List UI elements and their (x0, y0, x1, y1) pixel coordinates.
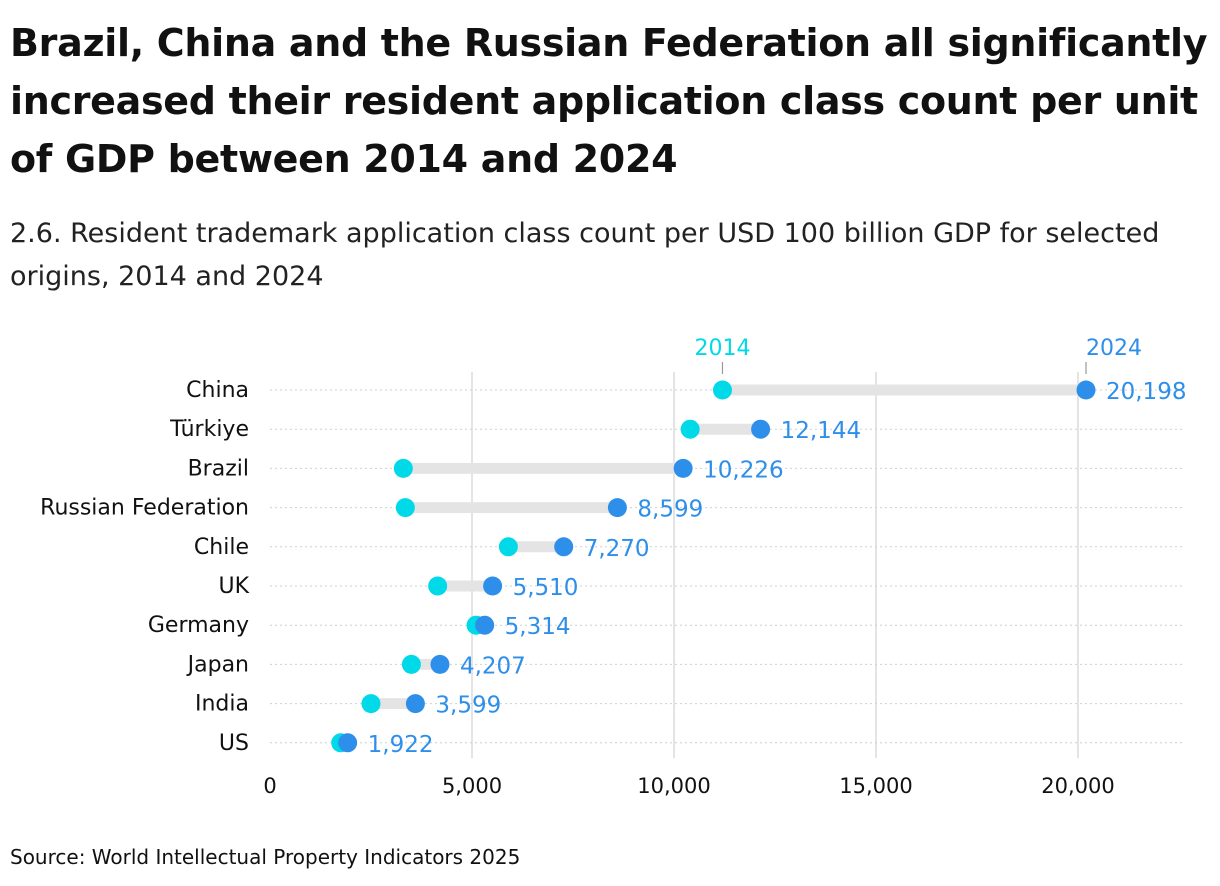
dot-2024 (751, 419, 771, 439)
category-label: China (186, 378, 249, 403)
dot-2014 (712, 380, 732, 400)
value-label: 4,207 (460, 653, 526, 679)
x-tick-label: 5,000 (442, 774, 502, 798)
value-label: 5,314 (505, 614, 571, 640)
value-label: 5,510 (513, 575, 579, 601)
dot-2014 (395, 498, 415, 518)
dot-2014 (401, 654, 421, 674)
value-label: 10,226 (703, 457, 783, 483)
category-label: Brazil (188, 456, 249, 481)
chart-title: Brazil, China and the Russian Federation… (10, 21, 1208, 181)
source-note: Source: World Intellectual Property Indi… (10, 845, 521, 869)
value-label: 8,599 (637, 497, 703, 523)
x-tick-label: 20,000 (1041, 774, 1114, 798)
dot-2014 (680, 419, 700, 439)
dot-2024 (607, 498, 627, 518)
value-label: 3,599 (435, 693, 501, 719)
chart-subtitle: 2.6. Resident trademark application clas… (10, 218, 1160, 292)
dot-layer (331, 380, 1096, 753)
value-label: 1,922 (368, 732, 434, 758)
category-label: US (219, 731, 249, 756)
dot-2014 (428, 576, 448, 596)
legend-label-2014: 2014 (694, 336, 750, 361)
label-layer: 0 5,000 10,000 15,000 20,000 China 20,198 Türki… (40, 336, 1186, 798)
category-label: Chile (194, 535, 249, 560)
dot-2024 (1076, 380, 1096, 400)
category-label: UK (218, 574, 249, 599)
dot-2024 (430, 654, 450, 674)
category-label: Russian Federation (40, 496, 249, 521)
x-tick-label: 0 (263, 774, 276, 798)
dot-2024 (673, 458, 693, 478)
category-label: Türkiye (169, 417, 249, 442)
dot-2014 (393, 458, 413, 478)
category-label: Japan (186, 652, 249, 677)
dot-2024 (483, 576, 503, 596)
category-label: Germany (148, 613, 249, 638)
dot-2024 (554, 537, 574, 557)
connector-layer (340, 384, 1086, 749)
dot-2014 (498, 537, 518, 557)
dot-2024 (475, 615, 495, 635)
value-label: 12,144 (781, 418, 861, 444)
value-label: 7,270 (584, 536, 650, 562)
dot-2024 (338, 733, 358, 753)
grid-layer (270, 372, 1185, 758)
legend-label-2024: 2024 (1086, 336, 1142, 361)
dot-2014 (361, 694, 381, 714)
category-label: India (195, 692, 249, 717)
x-tick-label: 15,000 (839, 774, 912, 798)
dot-2024 (405, 694, 425, 714)
value-label: 20,198 (1106, 379, 1186, 405)
x-tick-label: 10,000 (637, 774, 710, 798)
